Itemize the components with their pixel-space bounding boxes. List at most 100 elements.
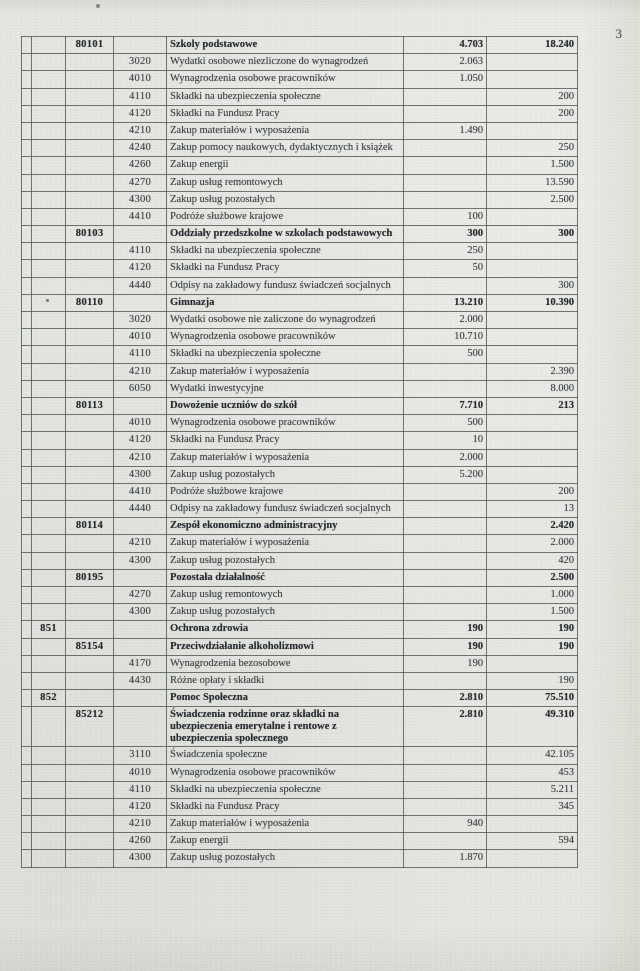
cell-paragraf: 4430 bbox=[113, 671, 167, 691]
cell-description: Podróże służbowe krajowe bbox=[166, 482, 404, 502]
cell-dzial bbox=[31, 310, 66, 330]
cell-dzial: 851 bbox=[31, 620, 66, 639]
cell-description: Zakup pomocy naukowych, dydaktycznych i … bbox=[166, 139, 404, 158]
cell-margin bbox=[21, 414, 32, 433]
cell-value2 bbox=[486, 414, 578, 433]
cell-paragraf: 4120 bbox=[113, 431, 167, 450]
cell-value2 bbox=[486, 431, 578, 450]
cell-margin bbox=[21, 637, 32, 656]
cell-value2 bbox=[486, 207, 578, 227]
cell-margin bbox=[21, 585, 32, 605]
cell-value1 bbox=[403, 500, 487, 519]
cell-dzial bbox=[31, 173, 66, 192]
table-row: 4010 Wynagrodzenia osobowe pracowników 453 bbox=[21, 763, 578, 782]
cell-value2: 594 bbox=[486, 832, 578, 851]
cell-value1 bbox=[403, 671, 487, 691]
cell-dzial bbox=[31, 832, 66, 851]
budget-table-body: 80101 Szkoly podstawowe 4.703 18.240 3020 Wyd… bbox=[21, 35, 578, 868]
cell-rozdzial bbox=[65, 328, 114, 347]
table-row: 80110 Gimnazja 13.210 10.390 bbox=[21, 293, 578, 313]
cell-value1 bbox=[403, 534, 487, 553]
cell-description: Wydatki inwestycyjne bbox=[166, 379, 404, 398]
cell-paragraf bbox=[113, 396, 167, 416]
cell-value1: 13.210 bbox=[403, 293, 487, 313]
cell-margin bbox=[21, 276, 32, 295]
cell-rozdzial bbox=[65, 345, 114, 364]
cell-paragraf: 4010 bbox=[113, 70, 167, 89]
cell-value2: 1.500 bbox=[486, 156, 578, 175]
cell-dzial bbox=[31, 87, 66, 106]
cell-margin bbox=[21, 87, 32, 106]
cell-dzial bbox=[31, 815, 66, 834]
cell-paragraf: 4210 bbox=[113, 815, 167, 834]
cell-dzial bbox=[31, 746, 66, 765]
cell-value1: 190 bbox=[403, 620, 487, 639]
cell-margin bbox=[21, 173, 32, 192]
cell-dzial bbox=[31, 414, 66, 433]
cell-dzial bbox=[31, 190, 66, 209]
cell-value1: 500 bbox=[403, 414, 487, 433]
cell-paragraf: 4260 bbox=[113, 156, 167, 175]
scan-speck bbox=[46, 299, 49, 302]
cell-rozdzial bbox=[65, 310, 114, 330]
cell-description: Odpisy na zakładowy fundusz świadczeń so… bbox=[166, 500, 404, 519]
cell-dzial bbox=[31, 551, 66, 570]
cell-margin bbox=[21, 815, 32, 834]
cell-margin bbox=[21, 832, 32, 851]
cell-dzial bbox=[31, 156, 66, 175]
cell-description: Pozostała działalność bbox=[166, 568, 404, 588]
table-row: 4270 Zakup usług remontowych 1.000 bbox=[21, 585, 578, 605]
cell-description: Składki na ubezpieczenia społeczne bbox=[166, 780, 404, 799]
cell-paragraf bbox=[113, 517, 167, 536]
cell-value2: 10.390 bbox=[486, 293, 578, 313]
cell-value2 bbox=[486, 465, 578, 484]
cell-value1 bbox=[403, 832, 487, 851]
cell-dzial bbox=[31, 849, 66, 868]
cell-paragraf bbox=[113, 637, 167, 656]
cell-description: Zakup energii bbox=[166, 832, 404, 851]
cell-value2: 190 bbox=[486, 620, 578, 639]
cell-value1 bbox=[403, 517, 487, 536]
cell-paragraf: 3020 bbox=[113, 310, 167, 330]
cell-description: Wynagrodzenia osobowe pracowników bbox=[166, 328, 404, 347]
cell-value1: 2.000 bbox=[403, 448, 487, 467]
cell-description: Wynagrodzenia osobowe pracowników bbox=[166, 70, 404, 89]
cell-value1 bbox=[403, 276, 487, 295]
cell-value2: 13.590 bbox=[486, 173, 578, 192]
cell-paragraf bbox=[113, 620, 167, 639]
cell-value1: 2.063 bbox=[403, 53, 487, 72]
cell-dzial bbox=[31, 345, 66, 364]
cell-rozdzial bbox=[65, 259, 114, 278]
cell-rozdzial bbox=[65, 70, 114, 89]
budget-table: 80101 Szkoly podstawowe 4.703 18.240 3020 Wyd… bbox=[21, 35, 578, 868]
cell-rozdzial bbox=[65, 832, 114, 851]
cell-rozdzial bbox=[65, 482, 114, 502]
cell-dzial bbox=[31, 259, 66, 278]
cell-rozdzial bbox=[65, 87, 114, 106]
cell-value1: 500 bbox=[403, 345, 487, 364]
cell-dzial: 852 bbox=[31, 689, 66, 708]
table-row: 80195 Pozostała działalność 2.500 bbox=[21, 568, 578, 588]
cell-rozdzial bbox=[65, 780, 114, 799]
cell-description: Odpisy na zakładowy fundusz świadczeń so… bbox=[166, 276, 404, 295]
cell-dzial bbox=[31, 139, 66, 158]
cell-rozdzial bbox=[65, 797, 114, 817]
cell-rozdzial bbox=[65, 448, 114, 467]
cell-margin bbox=[21, 706, 32, 748]
cell-margin bbox=[21, 500, 32, 519]
scan-speck bbox=[96, 4, 100, 8]
cell-value1 bbox=[403, 104, 487, 123]
table-row: 4240 Zakup pomocy naukowych, dydaktycznyc… bbox=[21, 139, 578, 158]
cell-dzial bbox=[31, 362, 66, 381]
cell-value2 bbox=[486, 815, 578, 834]
cell-margin bbox=[21, 156, 32, 175]
cell-dzial bbox=[31, 104, 66, 123]
cell-paragraf: 4410 bbox=[113, 482, 167, 502]
cell-value1 bbox=[403, 568, 487, 588]
cell-value2: 300 bbox=[486, 225, 578, 244]
cell-margin bbox=[21, 780, 32, 799]
cell-description: Zakup usług pozostałych bbox=[166, 849, 404, 868]
cell-margin bbox=[21, 654, 32, 673]
cell-value1: 1.870 bbox=[403, 849, 487, 868]
